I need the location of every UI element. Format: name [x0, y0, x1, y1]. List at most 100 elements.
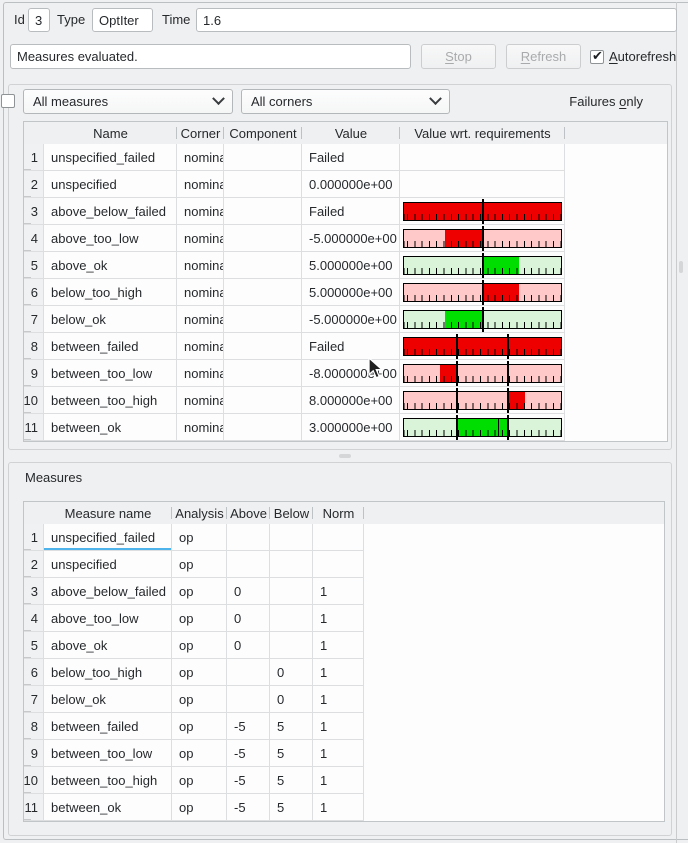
cell-analysis[interactable]: op — [172, 632, 227, 659]
cell-component[interactable] — [224, 306, 302, 333]
cell-analysis[interactable]: op — [172, 794, 227, 821]
cell-above[interactable]: -5 — [227, 740, 270, 767]
failures-only-checkbox[interactable] — [1, 94, 15, 108]
cell-norm[interactable]: 1 — [313, 794, 364, 821]
cell-norm[interactable]: 1 — [313, 713, 364, 740]
cell-analysis[interactable]: op — [172, 605, 227, 632]
cell-norm[interactable]: 1 — [313, 659, 364, 686]
cell-component[interactable] — [224, 198, 302, 225]
column-header-measure-name[interactable]: Measure name — [44, 502, 172, 524]
cell-below[interactable]: 0 — [270, 659, 313, 686]
cell-name[interactable]: above_ok — [44, 252, 177, 279]
cell-above[interactable] — [227, 686, 270, 713]
column-header-norm[interactable]: Norm — [313, 502, 364, 524]
cell-component[interactable] — [224, 252, 302, 279]
cell-below[interactable] — [270, 632, 313, 659]
table-row[interactable]: 1 unspecified_failed op — [24, 524, 664, 551]
cell-above[interactable]: 0 — [227, 578, 270, 605]
row-number[interactable]: 6 — [24, 659, 44, 686]
id-field[interactable]: 3 — [28, 8, 50, 32]
table-row[interactable]: 3 above_below_failed op 0 1 — [24, 578, 664, 605]
cell-above[interactable] — [227, 551, 270, 578]
row-number[interactable]: 7 — [24, 686, 44, 713]
cell-below[interactable]: 5 — [270, 767, 313, 794]
row-number[interactable]: 2 — [24, 171, 44, 198]
cell-norm[interactable]: 1 — [313, 686, 364, 713]
row-number[interactable]: 8 — [24, 333, 44, 360]
cell-name[interactable]: between_ok — [44, 414, 177, 441]
cell-requirements[interactable] — [400, 171, 565, 198]
row-number[interactable]: 10 — [24, 387, 44, 414]
cell-name[interactable]: below_ok — [44, 306, 177, 333]
cell-value[interactable]: 0.000000e+00 — [302, 171, 400, 198]
vertical-splitter-grip-icon[interactable] — [679, 261, 683, 273]
cell-measure-name[interactable]: below_too_high — [44, 659, 172, 686]
table-row[interactable]: 9 between_too_low op -5 5 1 — [24, 740, 664, 767]
cell-requirements[interactable] — [400, 360, 565, 387]
cell-measure-name[interactable]: unspecified_failed — [44, 524, 172, 551]
horizontal-splitter-grip-icon[interactable] — [339, 454, 351, 458]
table-row[interactable]: 11 between_ok op -5 5 1 — [24, 794, 664, 821]
cell-value[interactable]: -8.000000e+00 — [302, 360, 400, 387]
cell-value[interactable]: Failed — [302, 144, 400, 171]
row-number[interactable]: 5 — [24, 632, 44, 659]
cell-norm[interactable]: 1 — [313, 605, 364, 632]
row-number[interactable]: 5 — [24, 252, 44, 279]
cell-corner[interactable]: nominal — [177, 144, 224, 171]
table-row[interactable]: 2unspecifiednominal 0.000000e+00 — [24, 171, 667, 198]
cell-below[interactable] — [270, 605, 313, 632]
table-row[interactable]: 8 between_failed op -5 5 1 — [24, 713, 664, 740]
cell-value[interactable]: 8.000000e+00 — [302, 387, 400, 414]
status-field[interactable]: Measures evaluated. — [10, 44, 411, 69]
cell-corner[interactable]: nominal — [177, 333, 224, 360]
row-number[interactable]: 1 — [24, 144, 44, 171]
column-header-below[interactable]: Below — [270, 502, 313, 524]
cell-component[interactable] — [224, 279, 302, 306]
column-header-analysis[interactable]: Analysis — [172, 502, 227, 524]
cell-value[interactable]: 5.000000e+00 — [302, 279, 400, 306]
cell-norm[interactable]: 1 — [313, 632, 364, 659]
cell-analysis[interactable]: op — [172, 767, 227, 794]
table-row[interactable]: 2 unspecified op — [24, 551, 664, 578]
cell-measure-name[interactable]: above_below_failed — [44, 578, 172, 605]
row-number[interactable]: 9 — [24, 360, 44, 387]
cell-norm[interactable] — [313, 551, 364, 578]
cell-above[interactable]: 0 — [227, 632, 270, 659]
cell-component[interactable] — [224, 144, 302, 171]
type-field[interactable]: OptIter — [92, 8, 153, 32]
row-number[interactable]: 8 — [24, 713, 44, 740]
cell-requirements[interactable] — [400, 279, 565, 306]
cell-value[interactable]: -5.000000e+00 — [302, 225, 400, 252]
cell-requirements[interactable] — [400, 252, 565, 279]
cell-measure-name[interactable]: below_ok — [44, 686, 172, 713]
cell-below[interactable] — [270, 551, 313, 578]
column-header-name[interactable]: Name — [44, 122, 177, 144]
cell-measure-name[interactable]: above_ok — [44, 632, 172, 659]
column-header-value[interactable]: Value — [302, 122, 400, 144]
cell-name[interactable]: between_too_low — [44, 360, 177, 387]
cell-analysis[interactable]: op — [172, 659, 227, 686]
cell-component[interactable] — [224, 171, 302, 198]
row-number[interactable]: 6 — [24, 279, 44, 306]
cell-measure-name[interactable]: between_failed — [44, 713, 172, 740]
column-header-component[interactable]: Component — [224, 122, 302, 144]
cell-requirements[interactable] — [400, 414, 565, 441]
cell-corner[interactable]: nominal — [177, 198, 224, 225]
cell-corner[interactable]: nominal — [177, 306, 224, 333]
cell-corner[interactable]: nominal — [177, 279, 224, 306]
row-number[interactable]: 7 — [24, 306, 44, 333]
cell-analysis[interactable]: op — [172, 551, 227, 578]
cell-norm[interactable]: 1 — [313, 578, 364, 605]
row-number[interactable]: 11 — [24, 794, 44, 821]
cell-below[interactable]: 5 — [270, 740, 313, 767]
cell-requirements[interactable] — [400, 225, 565, 252]
cell-measure-name[interactable]: unspecified — [44, 551, 172, 578]
cell-below[interactable] — [270, 578, 313, 605]
cell-norm[interactable] — [313, 524, 364, 551]
